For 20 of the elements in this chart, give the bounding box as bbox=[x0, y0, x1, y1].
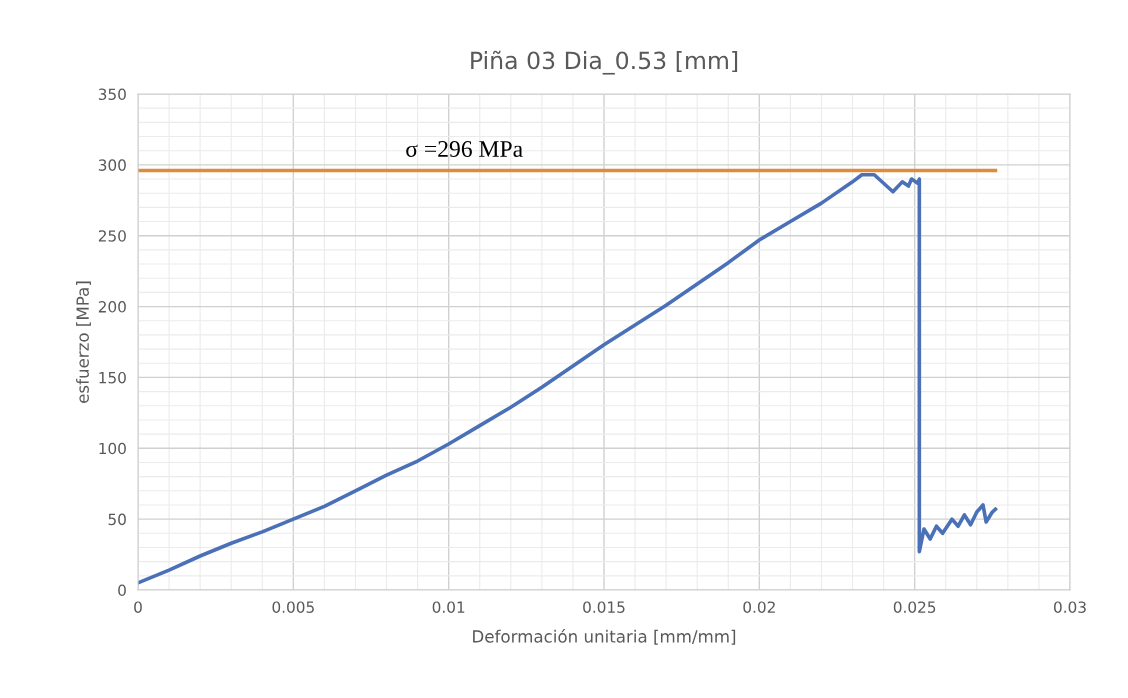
y-axis-title: esfuerzo [MPa] bbox=[76, 281, 91, 403]
x-tick-label: 0.015 bbox=[583, 601, 625, 613]
line-series bbox=[138, 172, 998, 585]
x-tick-label: 0.005 bbox=[272, 601, 314, 613]
x-tick-label: 0.03 bbox=[1054, 601, 1086, 613]
y-tick-label: 200 bbox=[98, 301, 126, 313]
x-axis-title: Deformación unitaria [mm/mm] bbox=[473, 629, 736, 645]
y-tick-label: 350 bbox=[98, 88, 126, 101]
x-tick-label: 0 bbox=[134, 601, 142, 613]
y-tick-label: 50 bbox=[108, 513, 126, 526]
x-tick-label: 0.01 bbox=[432, 601, 465, 613]
annotation: σ =296 MPa bbox=[406, 141, 523, 157]
y-tick-label: 100 bbox=[99, 442, 126, 455]
y-tick-label: 0 bbox=[118, 584, 126, 597]
y-tick-label: 300 bbox=[98, 159, 126, 171]
chart-title: Piña 03 Dia_0.53 [mm] bbox=[471, 50, 738, 75]
y-tick-label: 250 bbox=[98, 230, 126, 242]
x-tick-label: 0.02 bbox=[743, 601, 775, 613]
y-tick-label: 150 bbox=[99, 371, 126, 384]
x-tick-label: 0.025 bbox=[893, 601, 936, 613]
